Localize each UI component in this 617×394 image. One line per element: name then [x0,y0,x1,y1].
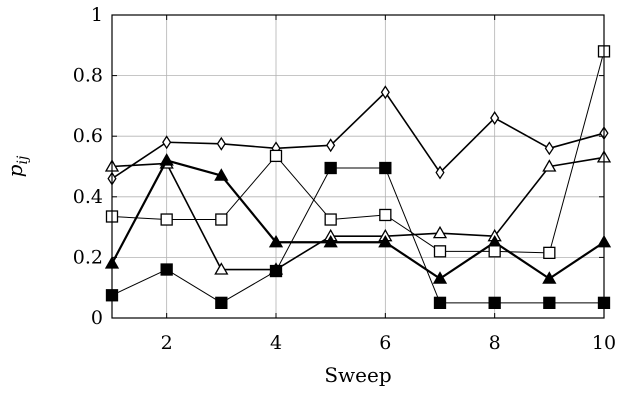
y-axis-title-subscript: ij [15,155,31,164]
triangle-marker [323,234,338,248]
square-marker [543,296,556,310]
y-tick-label: 0 [91,307,103,329]
y-tick-label: 0.2 [73,246,103,268]
square-marker [215,296,228,310]
triangle-marker [542,271,557,284]
triangle-marker [214,262,229,275]
square-marker [160,213,173,226]
series-triangle-open [104,150,612,275]
triangle-marker [542,159,557,172]
square-marker [379,161,392,175]
diamond-marker [326,138,336,153]
x-tick-label: 2 [161,332,173,354]
y-tick-label: 1 [91,4,103,26]
series-line [111,51,605,254]
diamond-marker [380,85,390,100]
diamond-marker [490,111,500,126]
x-tick-label: 4 [270,332,282,354]
diamond-marker [216,136,226,151]
triangle-marker [159,153,174,166]
triangle-marker [268,234,284,248]
square-marker [160,263,173,276]
diamond-marker [435,165,445,180]
x-tick-label: 6 [379,332,391,354]
square-marker [324,161,337,175]
diamond-marker [544,141,554,156]
series-line [111,167,604,304]
square-marker [215,213,228,226]
square-marker [488,245,501,258]
y-tick-label: 0.4 [73,186,103,208]
square-marker [324,213,337,226]
square-marker [433,245,447,258]
square-marker [433,296,447,310]
series-triangle-filled [104,153,612,284]
plot-frame [111,14,605,319]
diamond-marker [162,135,172,150]
series-layer [104,45,612,310]
y-tick-label: 0.8 [73,65,103,87]
triangle-marker [378,234,393,248]
y-tick-label: 0.6 [73,125,103,147]
x-tick-label: 8 [489,332,501,354]
triangle-marker [432,225,448,239]
series-line [111,159,605,280]
square-marker [269,149,283,163]
square-marker [543,246,556,260]
tick-layer: 2 4 6 8 10 0 0.2 0.4 0.6 0.8 1 [73,4,616,354]
y-axis-title: pij [3,155,31,177]
square-marker [488,296,501,310]
square-marker [379,208,392,222]
triangle-marker [432,271,448,284]
series-line [111,156,605,271]
series-diamond-open [107,85,609,186]
x-tick-label: 10 [592,332,616,354]
series-line [111,91,605,180]
y-axis-title-main: p [3,164,27,177]
series-square-open [105,45,611,260]
square-marker [269,264,283,278]
x-axis-title: Sweep [324,363,391,387]
triangle-marker [214,168,229,181]
